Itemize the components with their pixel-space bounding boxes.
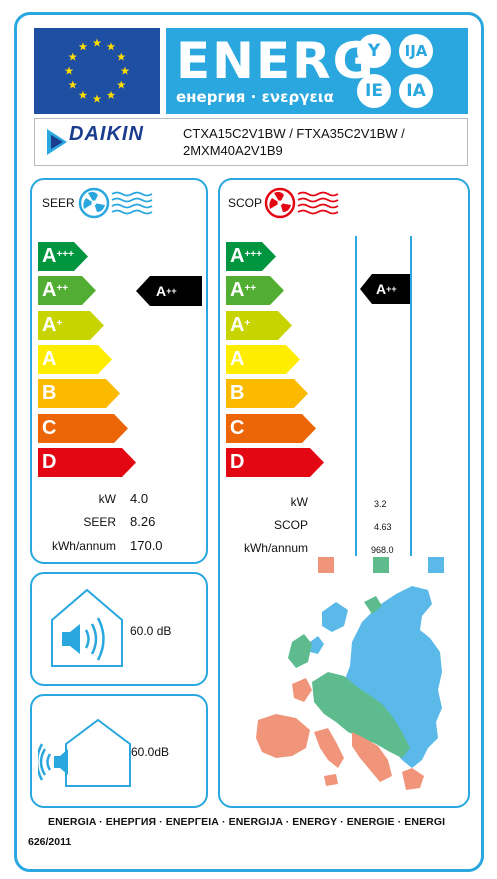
cooling-class-bar: A++ <box>38 276 96 306</box>
heating-class-label: A <box>230 347 245 370</box>
cooling-title: SEER <box>42 196 75 210</box>
lang-code-ia: IA <box>399 74 433 108</box>
heating-class-label: A+++ <box>230 245 262 267</box>
climate-cold-swatch <box>428 557 444 573</box>
heating-class-bar: B <box>226 379 308 409</box>
indoor-noise-panel <box>30 572 208 686</box>
eu-star <box>78 42 88 51</box>
cooling-seer-value: 8.26 <box>130 514 156 529</box>
heating-panel <box>218 178 470 808</box>
cooling-class-bar: C <box>38 413 128 443</box>
heating-kw-value: 3.2 <box>374 499 387 509</box>
heating-class-bar: C <box>226 413 316 443</box>
label-frame <box>14 12 484 872</box>
fan-cooling-icon <box>78 187 153 219</box>
eu-star <box>106 42 116 51</box>
lang-code-y: Y <box>357 34 391 68</box>
cooling-kw-label: kW <box>98 492 116 506</box>
outdoor-unit-speaker-icon <box>38 718 131 787</box>
heating-class-bar: D <box>226 447 324 477</box>
cooling-panel <box>30 178 208 564</box>
eu-star <box>68 52 78 61</box>
footer-regulation: 626/2011 <box>28 836 72 848</box>
energy-subtitle: енергия · ενεργεια <box>176 88 334 106</box>
heating-annual-value: 968.0 <box>371 545 394 555</box>
indoor-noise-value: 60.0 dB <box>130 624 172 638</box>
model-line-1: CTXA15C2V1BW / FTXA35C2V1BW / <box>183 126 405 141</box>
cooling-seer-label: SEER <box>83 515 116 529</box>
heating-class-label: B <box>230 382 245 405</box>
eu-star <box>64 66 74 75</box>
model-box: DAIKIN CTXA15C2V1BW / FTXA35C2V1BW / 2MX… <box>34 118 468 166</box>
heating-class-bar: A <box>226 344 300 374</box>
eu-star <box>116 52 126 61</box>
fan-heating-icon <box>264 187 339 219</box>
daikin-logo-icon <box>47 129 67 155</box>
lang-code-ija: IJA <box>399 34 433 68</box>
cooling-kw-value: 4.0 <box>130 491 149 506</box>
heating-class-label: A++ <box>230 279 257 302</box>
cooling-class-label: C <box>42 416 57 439</box>
cooling-class-label: A++ <box>42 279 69 302</box>
eu-star <box>92 94 102 103</box>
eu-star <box>92 38 102 47</box>
cooling-class-label: B <box>42 382 57 405</box>
outdoor-noise-panel <box>30 694 208 808</box>
cooling-annual-label: kWh/annum <box>51 539 116 553</box>
cooling-class-label: D <box>42 450 57 473</box>
energy-word: ENERG <box>176 32 376 90</box>
climate-divider-2 <box>410 236 412 556</box>
cooling-class-label: A <box>42 347 57 370</box>
eu-star <box>116 80 126 89</box>
model-line-2: 2MXM40A2V1B9 <box>183 143 283 158</box>
outdoor-noise-value: 60.0dB <box>131 745 170 759</box>
eu-star <box>106 90 116 99</box>
heating-class-label: A+ <box>230 313 251 336</box>
cooling-annual-value: 170.0 <box>130 538 163 553</box>
eu-star <box>120 66 130 75</box>
heating-scop-value: 4.63 <box>374 522 392 532</box>
heating-title: SCOP <box>228 196 263 210</box>
cooling-class-bar: A+ <box>38 310 104 340</box>
climate-divider-1 <box>355 236 357 556</box>
cooling-class-label: A+++ <box>42 245 74 267</box>
heating-kw-label: kW <box>290 495 308 509</box>
eu-star <box>68 80 78 89</box>
climate-average-swatch <box>373 557 389 573</box>
heating-class-label: C <box>230 416 245 439</box>
heating-class-bar: A++ <box>226 276 284 306</box>
model-numbers: CTXA15C2V1BW / FTXA35C2V1BW / 2MXM40A2V1… <box>183 125 473 159</box>
energy-header: ENERG енергия · ενεργεια Y IJA IE IA <box>166 28 468 114</box>
heating-class-bar: A+++ <box>226 242 276 271</box>
heating-scop-label: SCOP <box>273 518 308 532</box>
europe-climate-map <box>256 586 442 790</box>
cooling-class-bar: D <box>38 447 136 477</box>
climate-warm-swatch <box>318 557 334 573</box>
footer-languages: ENERGIA · ЕНЕРГИЯ · ΕΝΕΡΓΕΙΑ · ENERGIJA … <box>48 816 446 828</box>
heating-rating-label: A++ <box>376 281 397 297</box>
indoor-unit-speaker-icon <box>51 588 123 667</box>
heating-class-bar: A+ <box>226 310 292 340</box>
brand-name: DAIKIN <box>69 123 144 145</box>
cooling-class-label: A+ <box>42 313 63 336</box>
eu-star <box>78 90 88 99</box>
eu-flag <box>34 28 160 114</box>
cooling-rating-label: A++ <box>156 283 177 299</box>
cooling-class-bar: A <box>38 344 112 374</box>
heating-rating-marker: A++ <box>360 274 426 304</box>
cooling-rating-marker: A++ <box>136 276 202 306</box>
cooling-class-bar: B <box>38 379 120 409</box>
lang-code-ie: IE <box>357 74 391 108</box>
heating-class-label: D <box>230 450 245 473</box>
heating-annual-label: kWh/annum <box>243 541 308 555</box>
cooling-class-bar: A+++ <box>38 242 88 271</box>
